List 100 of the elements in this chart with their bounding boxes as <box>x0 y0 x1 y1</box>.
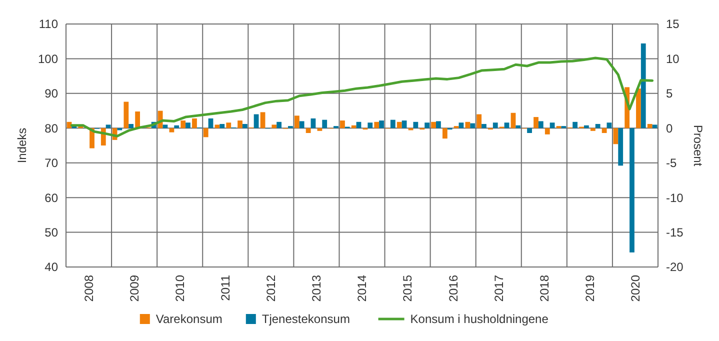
y2-tick-label: 10 <box>666 52 680 66</box>
bar <box>602 128 607 134</box>
bar <box>436 121 441 128</box>
bar <box>272 124 277 128</box>
x-tick-label: 2013 <box>310 274 324 302</box>
bar <box>618 128 624 166</box>
y2-tick-label: -5 <box>666 156 677 170</box>
y-tick-label: 110 <box>38 17 58 32</box>
bar <box>226 122 232 128</box>
y2-tick-label: 0 <box>666 121 673 136</box>
y-axis-title: Indeks <box>15 128 29 164</box>
y2-axis-title: Prosent <box>691 124 705 167</box>
bar <box>238 120 242 128</box>
bar <box>242 124 248 128</box>
bar <box>544 128 550 134</box>
bar <box>613 128 618 144</box>
bar <box>299 121 304 128</box>
y-tick-label: 50 <box>44 225 58 240</box>
y-tick-label: 70 <box>44 156 58 170</box>
bar <box>208 118 214 128</box>
x-tick-label: 2015 <box>400 274 415 302</box>
y2-tick-label: 15 <box>666 17 680 32</box>
bar <box>510 112 516 128</box>
y2-tick-label: -15 <box>666 225 684 240</box>
bar <box>203 128 208 138</box>
bar <box>214 124 220 128</box>
bar <box>470 123 476 128</box>
x-tick-label: 2017 <box>492 274 506 302</box>
bar <box>590 128 596 131</box>
legend-label: Varekonsum <box>156 312 222 326</box>
y-tick-label: 100 <box>38 52 58 66</box>
bar <box>482 124 486 128</box>
bar <box>606 122 612 128</box>
bar <box>647 124 652 128</box>
x-tick-label: 2009 <box>128 274 142 302</box>
bar <box>640 43 646 128</box>
x-tick-label: 2012 <box>264 274 278 302</box>
bar <box>396 122 402 128</box>
bar <box>368 122 373 128</box>
bar <box>379 120 384 128</box>
legend-label: Tjenestekonsum <box>262 312 350 326</box>
y-tick-label: 80 <box>44 121 58 136</box>
bar <box>458 122 464 128</box>
bar <box>306 128 311 134</box>
bar <box>276 122 282 128</box>
bar <box>260 112 266 128</box>
x-tick-label: 2011 <box>218 274 233 301</box>
bar <box>630 128 634 252</box>
bar <box>340 120 345 128</box>
bar <box>317 128 322 131</box>
bar <box>595 124 600 128</box>
bar <box>128 124 134 128</box>
x-tick-label: 2019 <box>582 274 597 302</box>
bar <box>527 128 532 134</box>
bar <box>550 122 555 128</box>
bar <box>174 125 180 128</box>
bar <box>106 124 111 128</box>
bar <box>534 117 538 128</box>
bar <box>516 125 521 128</box>
x-tick-label: 2020 <box>628 274 642 302</box>
bar <box>220 124 225 128</box>
bar <box>169 128 174 132</box>
bar <box>538 121 544 128</box>
x-tick-label: 2016 <box>446 274 460 302</box>
bar <box>186 122 190 128</box>
x-tick-label: 2008 <box>82 274 96 302</box>
bar <box>351 125 356 128</box>
bar <box>180 120 186 128</box>
bar <box>322 120 328 128</box>
x-tick-label: 2018 <box>537 274 552 302</box>
bar <box>492 122 498 128</box>
bar <box>652 124 658 128</box>
bar <box>504 122 510 128</box>
y2-tick-label: 5 <box>666 86 673 101</box>
bar <box>374 122 380 128</box>
y-tick-label: 90 <box>44 86 58 101</box>
bar <box>424 122 430 128</box>
y2-tick-label: -20 <box>666 260 684 274</box>
legend-label: Konsum i husholdningene <box>410 312 549 326</box>
bar <box>294 116 300 128</box>
bar <box>192 118 197 128</box>
bar <box>402 120 407 128</box>
line-series <box>70 56 654 138</box>
bar <box>431 122 436 128</box>
bar <box>413 122 418 128</box>
bar <box>476 114 482 128</box>
x-tick-label: 2014 <box>355 274 370 302</box>
y2-tick-label: -10 <box>666 190 684 205</box>
y-tick-label: 60 <box>44 190 58 205</box>
bar <box>162 124 168 128</box>
bar <box>310 118 316 128</box>
bar <box>124 102 129 128</box>
x-tick-label: 2010 <box>173 274 188 302</box>
bar <box>572 122 578 128</box>
bar <box>584 125 589 128</box>
y-tick-label: 40 <box>44 260 58 274</box>
bar <box>390 120 396 128</box>
bar <box>442 128 448 139</box>
bar <box>135 111 140 128</box>
bar <box>636 88 641 128</box>
